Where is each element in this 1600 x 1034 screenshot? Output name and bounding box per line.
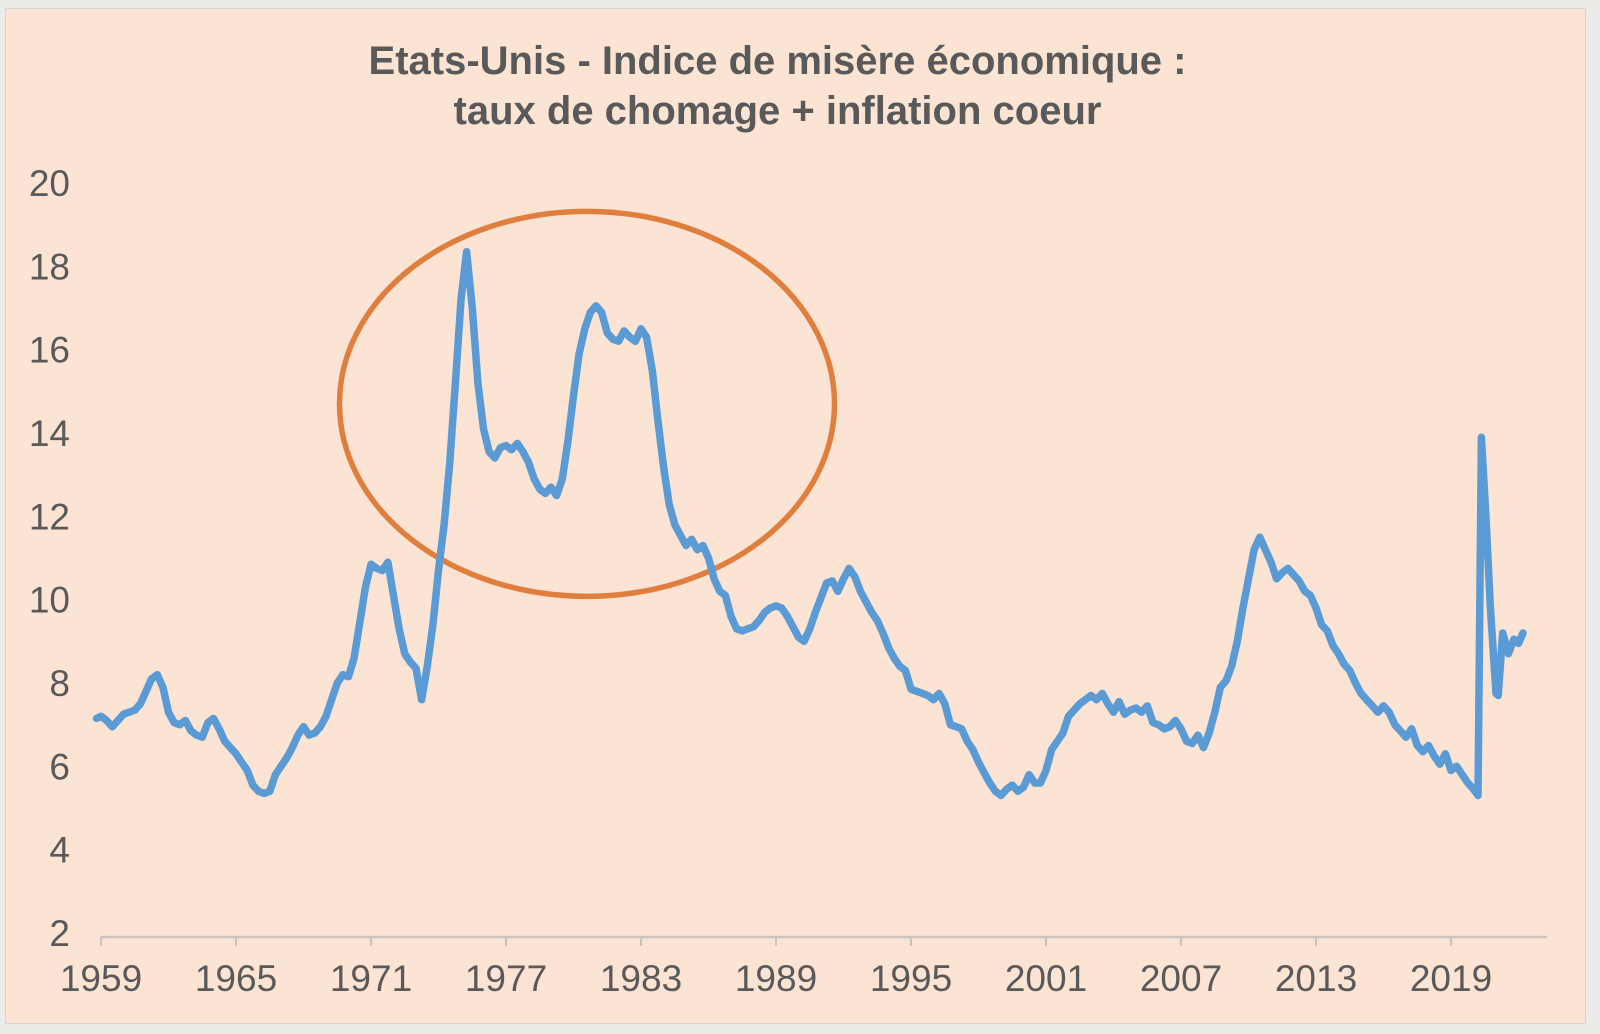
- x-axis-label: 1971: [330, 958, 412, 999]
- y-axis-label: 12: [29, 496, 70, 537]
- x-axis-label: 1965: [195, 958, 277, 999]
- x-axis-label: 2007: [1140, 958, 1222, 999]
- x-axis-label: 2019: [1410, 958, 1492, 999]
- x-axis-label: 2001: [1005, 958, 1087, 999]
- chart-title: Etats-Unis - Indice de misère économique…: [0, 36, 1555, 136]
- highlight-ellipse: [336, 208, 838, 600]
- chart-title-line1: Etats-Unis - Indice de misère économique…: [368, 39, 1187, 83]
- x-axis-label: 1959: [60, 958, 142, 999]
- x-axis-label: 1977: [465, 958, 547, 999]
- y-axis-label: 2: [49, 913, 70, 954]
- slide-background: [5, 8, 1586, 1024]
- y-axis-label: 14: [29, 413, 70, 454]
- y-axis-label: 10: [29, 580, 70, 621]
- x-axis-label: 1995: [870, 958, 952, 999]
- y-axis-label: 6: [49, 746, 70, 787]
- y-axis-label: 4: [49, 830, 70, 871]
- y-axis-label: 8: [49, 663, 70, 704]
- x-axis-label: 1989: [735, 958, 817, 999]
- x-axis-label: 2013: [1275, 958, 1357, 999]
- y-axis-label: 18: [29, 246, 70, 287]
- chart-title-line2: taux de chomage + inflation coeur: [453, 89, 1102, 133]
- y-axis-label: 16: [29, 330, 70, 371]
- y-axis-label: 20: [29, 163, 70, 204]
- x-axis-label: 1983: [600, 958, 682, 999]
- misery-index-line: [92, 247, 1527, 800]
